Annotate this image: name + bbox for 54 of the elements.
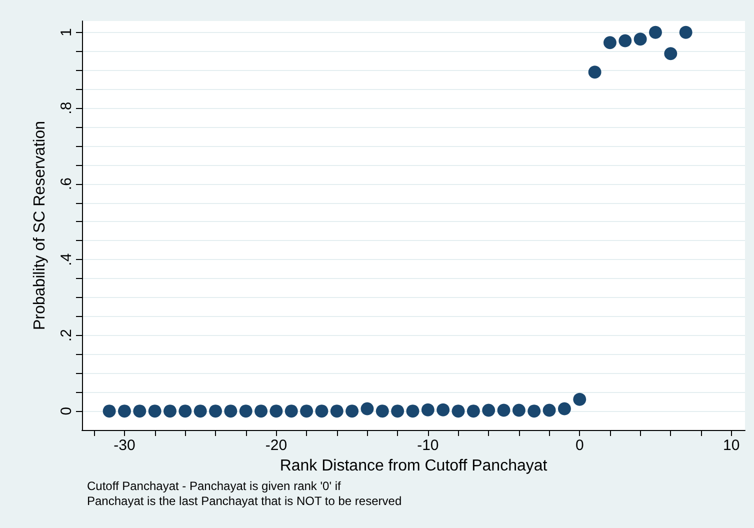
- point: [452, 404, 465, 418]
- point: [164, 404, 176, 418]
- point: [603, 36, 616, 50]
- point: [239, 404, 252, 418]
- point: [330, 404, 344, 418]
- point: [376, 404, 389, 418]
- y-tick-label: .2: [58, 329, 75, 342]
- point: [284, 404, 298, 418]
- y-tick-label: 0: [58, 406, 75, 416]
- point: [224, 404, 238, 418]
- text: Panchayat is the last Panchayat that is NOT to be reserved: [87, 494, 402, 508]
- point: [588, 66, 602, 79]
- point: [360, 402, 374, 416]
- point: [497, 404, 510, 417]
- point: [649, 26, 662, 39]
- y-tick-label: .6: [58, 178, 75, 190]
- point: [178, 404, 192, 418]
- x-tick-label: 10: [723, 437, 740, 454]
- point: [528, 404, 541, 418]
- point: [102, 404, 116, 418]
- point: [254, 404, 268, 418]
- point: [466, 404, 480, 418]
- point: [664, 47, 678, 60]
- point: [315, 404, 328, 418]
- point: [194, 404, 207, 418]
- point: [482, 404, 496, 417]
- y-tick-label: .8: [58, 102, 75, 114]
- point: [300, 404, 314, 418]
- point: [679, 26, 692, 39]
- point: [391, 404, 404, 418]
- y-tick-label: 1: [58, 28, 75, 37]
- point: [406, 404, 420, 418]
- x-tick-label: -20: [265, 437, 288, 454]
- point: [436, 403, 450, 416]
- point: [512, 404, 526, 417]
- x-tick-label: -10: [417, 437, 439, 454]
- text: Cutoff Panchayat - Panchayat is given rank '0' if: [87, 479, 342, 493]
- point: [421, 403, 434, 416]
- y-axis-title: Probability of SC Reservation: [32, 121, 48, 330]
- y-tick-label: .4: [58, 253, 75, 266]
- point: [346, 404, 359, 418]
- point: [209, 404, 222, 418]
- point: [148, 404, 162, 418]
- point: [542, 404, 556, 417]
- x-axis-title: Rank Distance from Cutoff Panchayat: [280, 457, 548, 474]
- x-tick-label: -30: [114, 437, 136, 454]
- point: [133, 404, 146, 418]
- point: [270, 404, 283, 418]
- point: [118, 404, 131, 418]
- point: [558, 402, 571, 416]
- point: [573, 392, 586, 406]
- x-tick-label: 0: [575, 437, 584, 454]
- point: [634, 32, 647, 46]
- point: [618, 34, 632, 48]
